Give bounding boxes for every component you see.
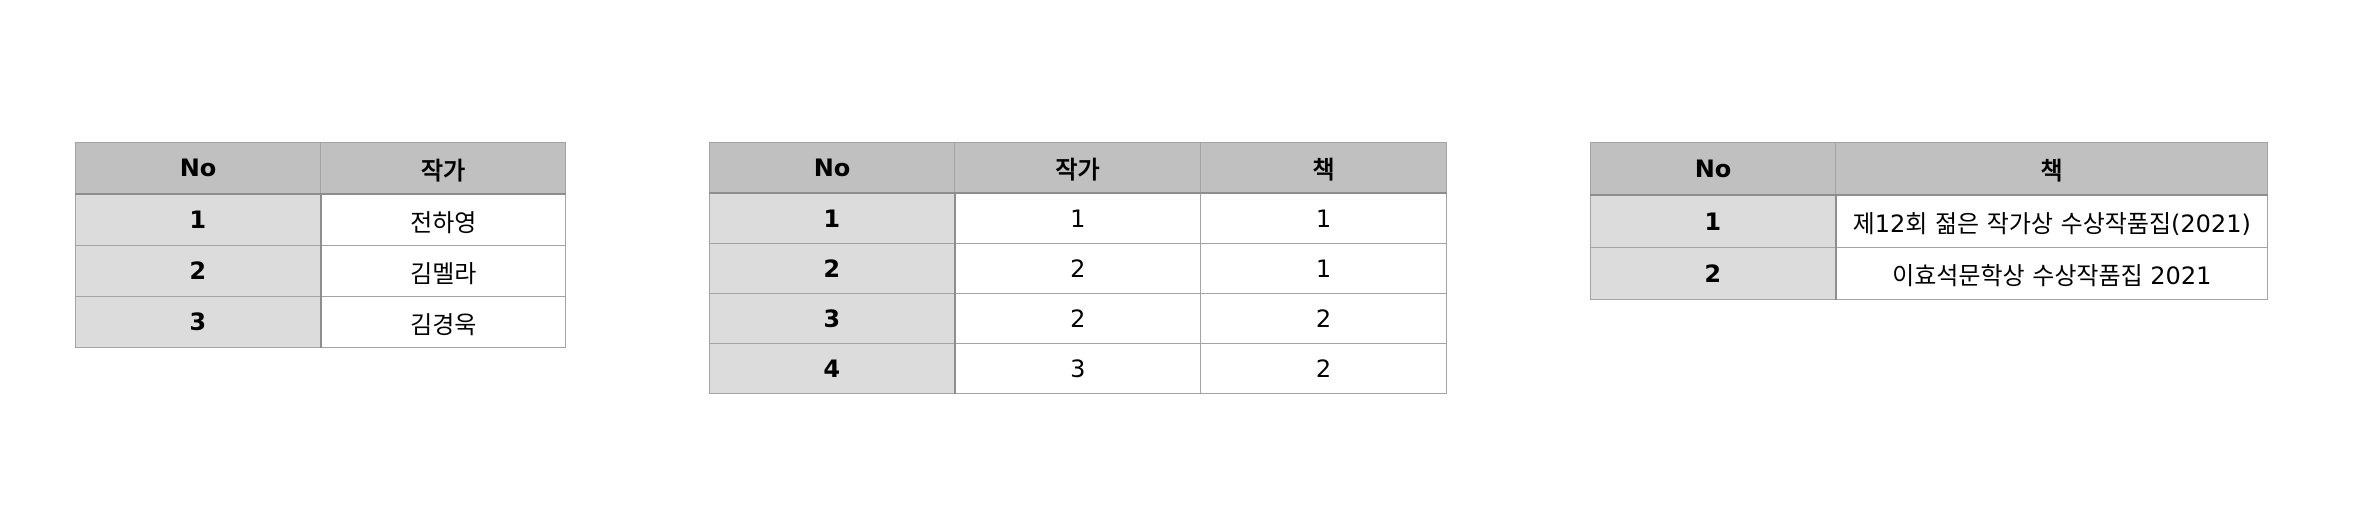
author-id-cell: 3 (954, 343, 1201, 394)
author-id-cell: 1 (954, 192, 1201, 244)
column-header-author: 작가 (320, 142, 566, 195)
header-row: No 작가 책 (709, 142, 1447, 194)
author-id-cell: 2 (954, 243, 1201, 294)
book-title-cell: 제12회 젊은 작가상 수상작품집(2021) (1835, 194, 2268, 248)
book-id-cell: 2 (1200, 293, 1447, 344)
table-row: 2 이효석문학상 수상작품집 2021 (1590, 247, 2268, 300)
table-row: 1 1 1 (709, 192, 1447, 244)
author-name-cell: 김경욱 (320, 296, 566, 348)
row-number-cell: 4 (709, 343, 956, 394)
table-row: 4 3 2 (709, 343, 1447, 394)
row-number-cell: 1 (75, 193, 322, 246)
column-header-book: 책 (1200, 142, 1447, 194)
author-name-cell: 전하영 (320, 193, 566, 246)
row-number-cell: 3 (709, 293, 956, 344)
author-name-cell: 김멜라 (320, 245, 566, 297)
author-book-table: No 작가 책 1 1 1 2 2 1 3 2 2 4 3 2 (709, 142, 1447, 394)
book-title-cell: 이효석문학상 수상작품집 2021 (1835, 247, 2268, 300)
table-row: 2 2 1 (709, 243, 1447, 294)
authors-table: No 작가 1 전하영 2 김멜라 3 김경욱 (75, 142, 566, 348)
row-number-cell: 2 (1590, 247, 1837, 300)
column-header-no: No (709, 142, 955, 194)
column-header-no: No (75, 142, 321, 195)
table-row: 1 전하영 (75, 193, 566, 246)
column-header-book: 책 (1835, 142, 2268, 196)
header-row: No 작가 (75, 142, 566, 195)
book-id-cell: 1 (1200, 243, 1447, 294)
author-id-cell: 2 (954, 293, 1201, 344)
book-id-cell: 2 (1200, 343, 1447, 394)
books-table: No 책 1 제12회 젊은 작가상 수상작품집(2021) 2 이효석문학상 … (1590, 142, 2268, 300)
row-number-cell: 1 (709, 192, 956, 244)
row-number-cell: 1 (1590, 194, 1837, 248)
table-row: 3 김경욱 (75, 296, 566, 348)
table-row: 1 제12회 젊은 작가상 수상작품집(2021) (1590, 194, 2268, 248)
table-row: 3 2 2 (709, 293, 1447, 344)
row-number-cell: 2 (709, 243, 956, 294)
header-row: No 책 (1590, 142, 2268, 196)
row-number-cell: 3 (75, 296, 322, 348)
row-number-cell: 2 (75, 245, 322, 297)
column-header-no: No (1590, 142, 1836, 196)
table-row: 2 김멜라 (75, 245, 566, 297)
book-id-cell: 1 (1200, 192, 1447, 244)
column-header-author: 작가 (954, 142, 1201, 194)
